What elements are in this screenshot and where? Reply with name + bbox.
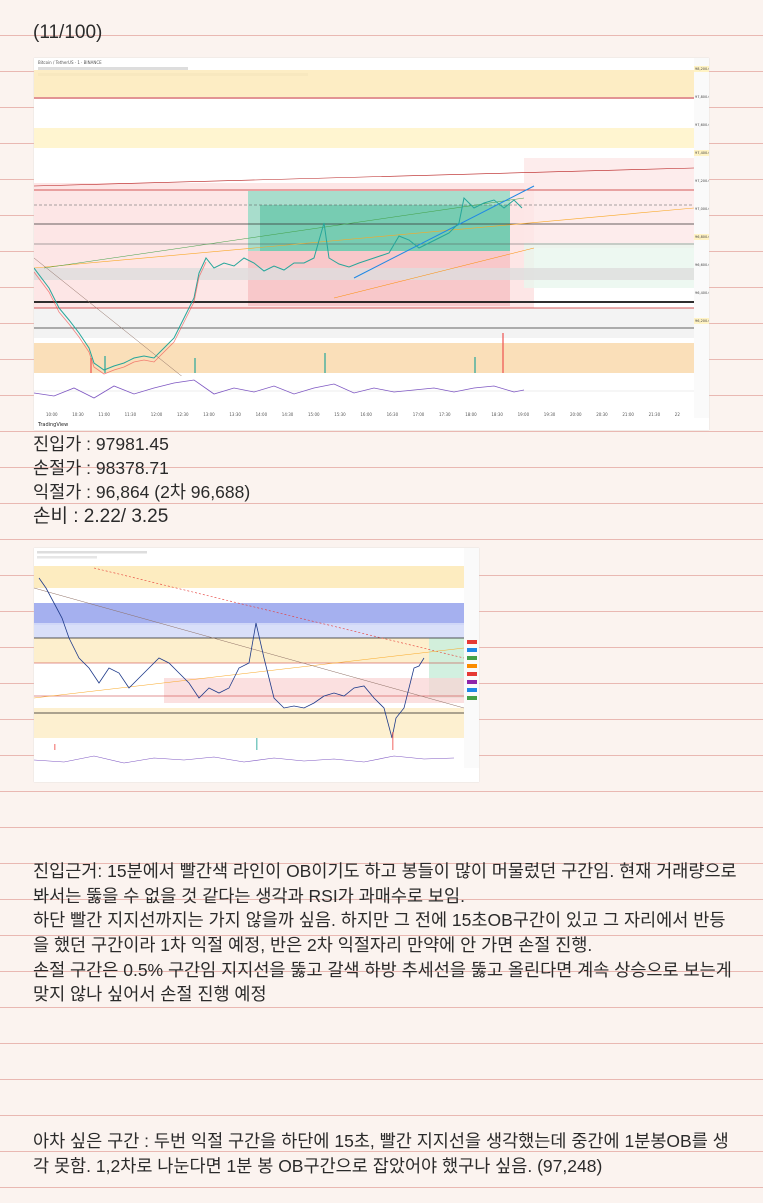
price-label: 97,800.00	[695, 95, 709, 99]
price-label: 96,800.00	[695, 235, 709, 239]
take-profit-price: 익절가 : 96,864 (2차 96,688)	[33, 482, 251, 502]
chart-1-header: Bitcoin / TetherUS · 1 · BINANCE	[38, 60, 102, 65]
analysis-notes: 진입근거: 15분에서 빨간색 라인이 OB이기도 하고 봉들이 많이 머물렀던…	[33, 810, 738, 1203]
price-label-bg	[694, 262, 709, 268]
x-tick-label: 21:00	[622, 412, 634, 417]
price-label: 96,200.00	[695, 319, 709, 323]
x-tick-label: 20:00	[570, 412, 582, 417]
x-tick-label: 20:30	[596, 412, 608, 417]
x-tick-label: 18:00	[465, 412, 477, 417]
entry-rationale: 진입근거: 15분에서 빨간색 라인이 OB이기도 하고 봉들이 많이 머물렀던…	[33, 861, 737, 1005]
x-tick-label: 10:30	[72, 412, 84, 417]
x-tick-label: 11:00	[98, 412, 110, 417]
price-label: 98,200.00	[695, 67, 709, 71]
price-label-bg	[694, 178, 709, 184]
x-tick-label: 18:30	[491, 412, 503, 417]
x-tick-label: 19:00	[518, 412, 530, 417]
regret-note: 아차 싶은 구간 : 두번 익절 구간을 하단에 15초, 빨간 지지선을 생각…	[33, 1131, 729, 1176]
x-tick-label: 19:30	[544, 412, 556, 417]
entry-price: 진입가 : 97981.45	[33, 434, 169, 454]
stop-loss-price: 손절가 : 98378.71	[33, 458, 169, 478]
page-counter: (11/100)	[33, 22, 103, 43]
price-label-bg	[694, 290, 709, 296]
x-tick-label: 13:30	[229, 412, 241, 417]
price-label-bg	[694, 150, 709, 156]
x-tick-label: 13:00	[203, 412, 215, 417]
price-label: 97,400.00	[695, 151, 709, 155]
risk-reward-ratio: 손비 : 2.22/ 3.25	[33, 506, 169, 527]
chart-screenshot-1: Bitcoin / TetherUS · 1 · BINANCE 98,200.…	[33, 58, 713, 430]
x-tick-label: 14:30	[282, 412, 294, 417]
x-tick-label: 16:00	[360, 412, 372, 417]
price-label: 96,600.00	[695, 263, 709, 267]
price-label-bg	[694, 66, 709, 72]
chart-screenshot-2	[33, 548, 479, 782]
chart-2-canvas	[33, 548, 479, 782]
price-label-bg	[694, 94, 709, 100]
price-label: 97,200.00	[695, 179, 709, 183]
price-label: 97,600.00	[695, 123, 709, 127]
x-tick-label: 11:30	[125, 412, 137, 417]
x-tick-label: 15:30	[334, 412, 346, 417]
x-tick-label: 12:30	[177, 412, 189, 417]
chart-1-brand: TradingView	[37, 422, 68, 428]
chart-1-canvas: Bitcoin / TetherUS · 1 · BINANCE 98,200.…	[33, 58, 713, 430]
x-tick-label: 15:00	[308, 412, 320, 417]
x-tick-label: 21:30	[649, 412, 661, 417]
price-label: 97,000.00	[695, 207, 709, 211]
trade-details: 진입가 : 97981.45 손절가 : 98378.71 익절가 : 96,8…	[33, 432, 250, 530]
x-tick-label: 17:30	[439, 412, 451, 417]
x-tick-label: 12:00	[151, 412, 163, 417]
price-label-bg	[694, 122, 709, 128]
x-tick-label: 14:00	[256, 412, 268, 417]
price-label-bg	[694, 234, 709, 240]
x-tick-label: 17:00	[413, 412, 425, 417]
x-tick-label: 10:00	[46, 412, 58, 417]
price-label-bg	[694, 206, 709, 212]
price-label-bg	[694, 318, 709, 324]
x-tick-label: 22	[675, 412, 681, 417]
x-tick-label: 16:30	[387, 412, 399, 417]
price-label: 96,400.00	[695, 291, 709, 295]
